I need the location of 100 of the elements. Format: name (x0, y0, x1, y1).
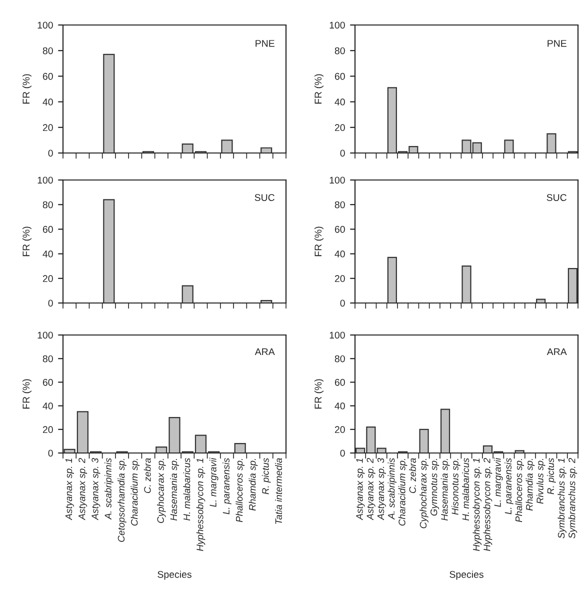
x-tick-label: L. margravii (209, 458, 218, 507)
x-tick-label: H. malabaricus (183, 458, 190, 521)
x-tick-label: L. paranensis (222, 458, 232, 514)
x-tick-label: Hyphessobrycon sp. 1 (472, 458, 482, 552)
y-tick-label: 60 (334, 226, 345, 233)
y-tick-label: 60 (334, 72, 345, 80)
x-axis-title: Species (450, 570, 484, 580)
x-tick-label: Hisonotus sp. (451, 459, 460, 515)
x-tick-label: Symbranchus sp. 2 (568, 458, 578, 538)
annotation: ARA (546, 348, 567, 356)
x-tick-label: Cyphocarax sp. (156, 459, 166, 523)
y-tick-label: 40 (42, 250, 53, 258)
y-tick-label: 100 (38, 22, 53, 29)
y-tick-label: 80 (334, 47, 345, 54)
x-tick-label: Astyanax sp. 2 (366, 458, 376, 520)
y-tick-label: 20 (334, 124, 345, 132)
y-tick-label: 20 (334, 426, 345, 434)
x-tick-label: Hyphessobrycon sp. 2 (483, 458, 492, 552)
x-tick-label: R. pictus (262, 458, 271, 494)
x-tick-label: Symbranchus sp. 1 (558, 458, 566, 538)
bar (504, 140, 514, 153)
x-tick-label: Astyanax sp. 2 (78, 458, 88, 520)
x-tick-label: H. malabaricus (462, 458, 470, 521)
y-tick-label: 40 (334, 98, 345, 106)
x-tick-label: Rhamdia sp. (526, 459, 535, 511)
y-tick-label: 20 (42, 426, 53, 434)
x-tick-label: R. pictus (547, 458, 556, 494)
bar (568, 268, 578, 303)
bar (419, 428, 429, 453)
x-tick-label: Tatia intermedia (275, 458, 282, 524)
y-tick-label: 60 (42, 378, 53, 386)
y-tick-label: 20 (334, 275, 345, 282)
bar (234, 443, 246, 453)
x-tick-label: A. scabripinnis (388, 458, 397, 520)
bar (546, 133, 556, 153)
annotation: PNE (256, 40, 274, 47)
x-tick-label: Hasemania sp. (440, 459, 450, 521)
y-axis-title: FR (%) (314, 379, 324, 409)
y-tick-label: 0 (48, 300, 53, 307)
x-tick-label: C. zebra (144, 458, 151, 494)
bar (103, 54, 115, 153)
y-axis-title: FR (%) (22, 226, 32, 256)
y-axis-title: FR (%) (314, 226, 324, 256)
bar (440, 408, 450, 453)
x-tick-label: Cyphocharax sp. (420, 459, 428, 528)
y-tick-label: 40 (42, 402, 53, 410)
x-tick-label: Rivulus sp. (536, 459, 546, 504)
y-tick-label: 80 (334, 201, 345, 208)
annotation: ARA (254, 348, 275, 356)
x-tick-label: A. scabripinnis (104, 458, 114, 520)
y-tick-label: 80 (42, 355, 53, 362)
bar (221, 140, 233, 153)
x-tick-label: Hyphessobrycon sp. 1 (196, 458, 206, 552)
x-tick-label: C. zebra (409, 458, 416, 494)
y-tick-label: 80 (42, 201, 53, 208)
bar (462, 266, 472, 303)
y-tick-label: 80 (42, 47, 53, 54)
x-tick-label: L. margravii (494, 458, 503, 507)
x-tick-label: L. paranensis (504, 458, 514, 514)
y-tick-label: 0 (340, 300, 345, 307)
x-tick-label: Hasemania sp. (170, 459, 179, 521)
y-tick-label: 60 (334, 378, 345, 386)
y-tick-label: 0 (340, 450, 345, 457)
x-tick-label: Cetopsorhamdia sp. (118, 459, 126, 542)
y-tick-label: 60 (42, 226, 53, 233)
y-tick-label: 60 (42, 72, 53, 80)
x-tick-label: Phalloceros sp. (515, 459, 524, 522)
x-tick-label: Astyanax sp. 3 (92, 458, 100, 520)
y-tick-label: 100 (330, 22, 345, 29)
x-axis-title: Species (158, 570, 192, 580)
y-tick-label: 20 (42, 124, 53, 132)
bar (387, 256, 397, 303)
bar (182, 285, 194, 303)
y-tick-label: 20 (42, 275, 53, 282)
x-tick-label: Astyanax sp. 3 (377, 458, 386, 520)
y-tick-label: 80 (334, 355, 345, 362)
y-tick-label: 100 (38, 332, 53, 339)
y-axis-title: FR (%) (314, 74, 324, 104)
y-tick-label: 40 (334, 250, 345, 258)
x-tick-label: Gymnotus sp. (430, 459, 440, 516)
y-tick-label: 100 (330, 332, 345, 339)
y-tick-label: 0 (48, 450, 53, 457)
y-axis-title: FR (%) (22, 379, 32, 409)
x-tick-label: Astyanax sp. 1 (66, 458, 74, 520)
x-tick-label: Characidium sp. (398, 459, 408, 526)
annotation: SUC (546, 194, 566, 202)
x-tick-label: Astyanax sp. 1 (356, 458, 365, 520)
bar (103, 199, 115, 303)
annotation: SUC (254, 194, 274, 202)
x-tick-label: Characidium sp. (130, 459, 140, 526)
x-tick-label: Rhamdia sp. (248, 459, 258, 511)
y-tick-label: 40 (42, 98, 53, 106)
y-tick-label: 40 (334, 402, 345, 410)
y-tick-label: 0 (48, 150, 53, 157)
y-tick-label: 100 (38, 176, 53, 184)
y-tick-label: 0 (340, 150, 345, 157)
x-tick-label: Phalloceros sp. (236, 459, 244, 522)
annotation: PNE (548, 40, 566, 47)
y-axis-title: FR (%) (22, 74, 32, 104)
y-tick-label: 100 (330, 176, 345, 184)
